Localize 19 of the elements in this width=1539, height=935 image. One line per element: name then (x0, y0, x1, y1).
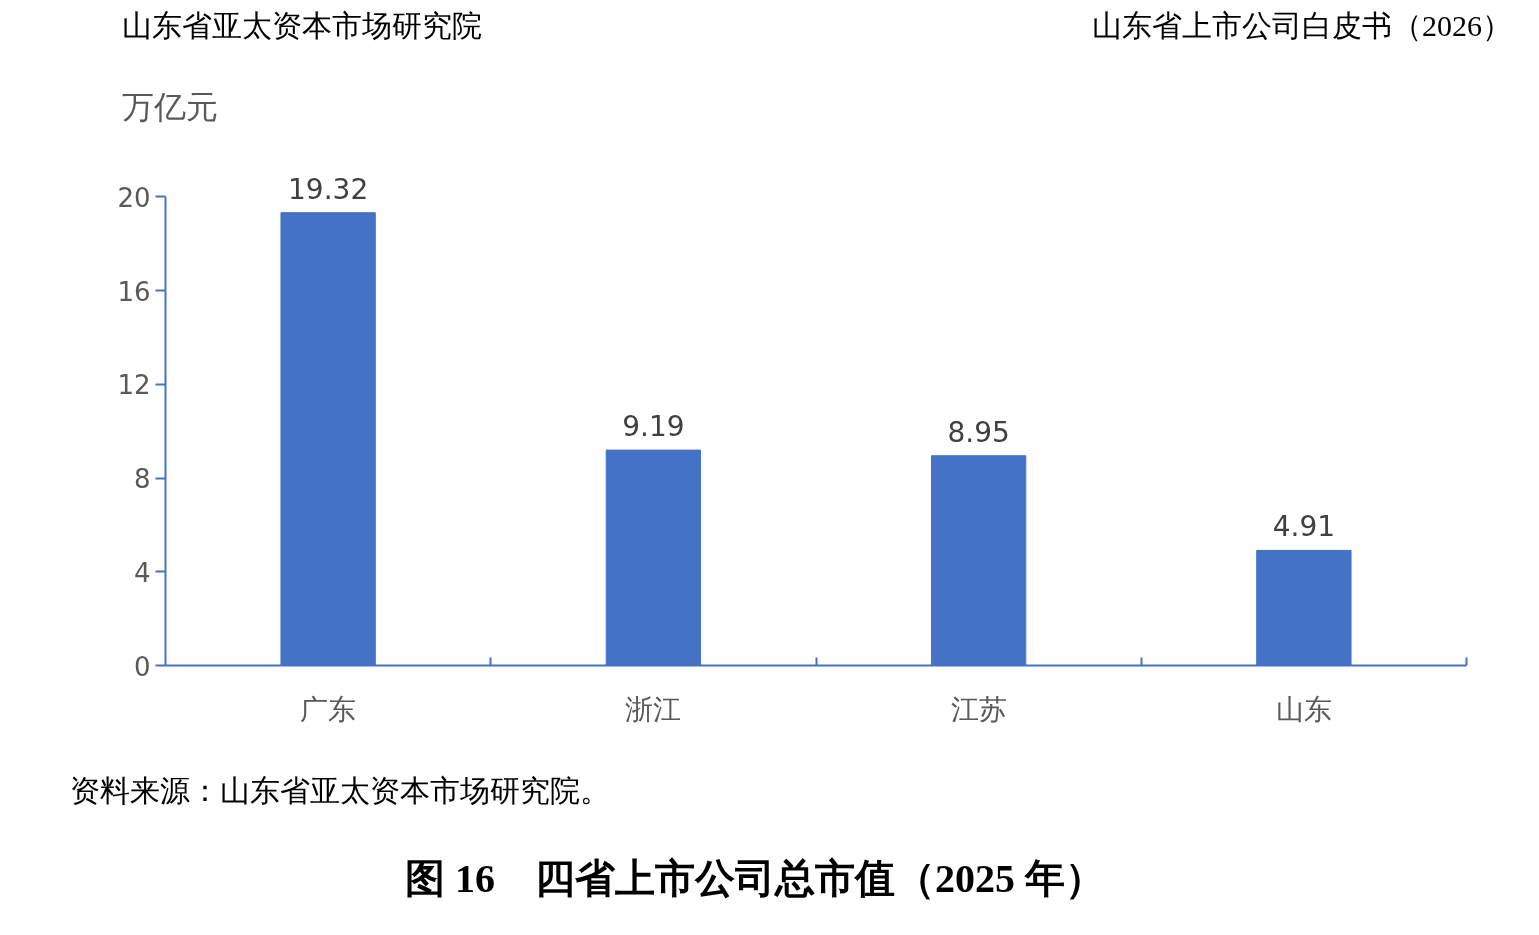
x-tick-label: 山东 (1275, 693, 1332, 725)
y-tick-label: 12 (117, 370, 151, 401)
data-label: 8.95 (947, 415, 1010, 449)
data-label: 9.19 (622, 410, 685, 444)
text: 资料来源：山东省亚太资本市场研究院。 (70, 773, 610, 809)
y-tick-label: 8 (133, 464, 151, 494)
x-tick-label: 江苏 (950, 693, 1007, 725)
data-label: 19.32 (288, 172, 369, 206)
text: 山东省亚太资本市场研究院 (122, 8, 482, 44)
y-axis-title: 万亿元 (122, 87, 218, 128)
text: 图 16 四省上市公司总市值（2025 年） (405, 855, 1105, 903)
data-label: 4.91 (1272, 510, 1336, 544)
text: 山东省上市公司白皮书（2026） (1092, 8, 1512, 44)
y-tick-label: 0 (133, 651, 151, 682)
y-tick-label: 20 (117, 182, 151, 213)
y-tick-label: 16 (117, 276, 151, 307)
y-tick-label: 4 (133, 557, 151, 588)
x-tick-label: 浙江 (625, 693, 682, 725)
x-tick-label: 广东 (300, 693, 357, 725)
